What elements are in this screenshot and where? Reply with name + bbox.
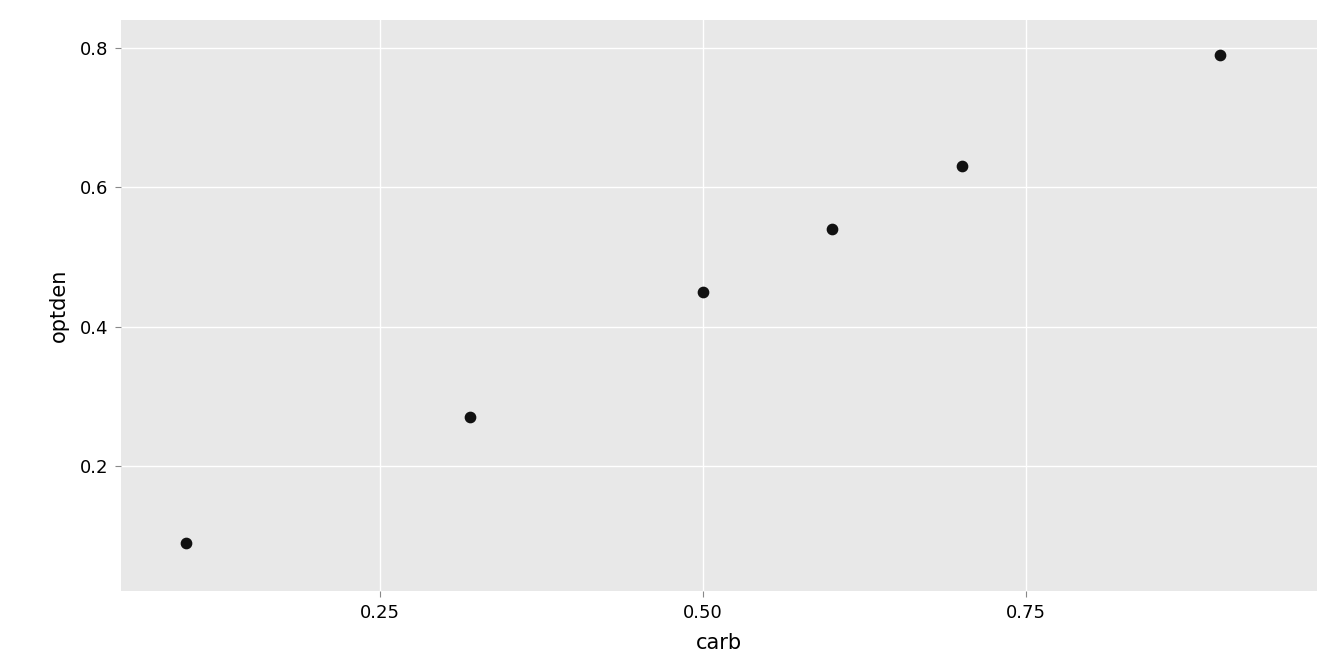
Point — [175, 537, 196, 548]
Point — [460, 412, 481, 423]
X-axis label: carb: carb — [696, 633, 742, 653]
Point — [692, 286, 714, 297]
Point — [1210, 50, 1231, 60]
Point — [821, 224, 843, 235]
Point — [950, 161, 972, 172]
Y-axis label: optden: optden — [48, 269, 69, 343]
